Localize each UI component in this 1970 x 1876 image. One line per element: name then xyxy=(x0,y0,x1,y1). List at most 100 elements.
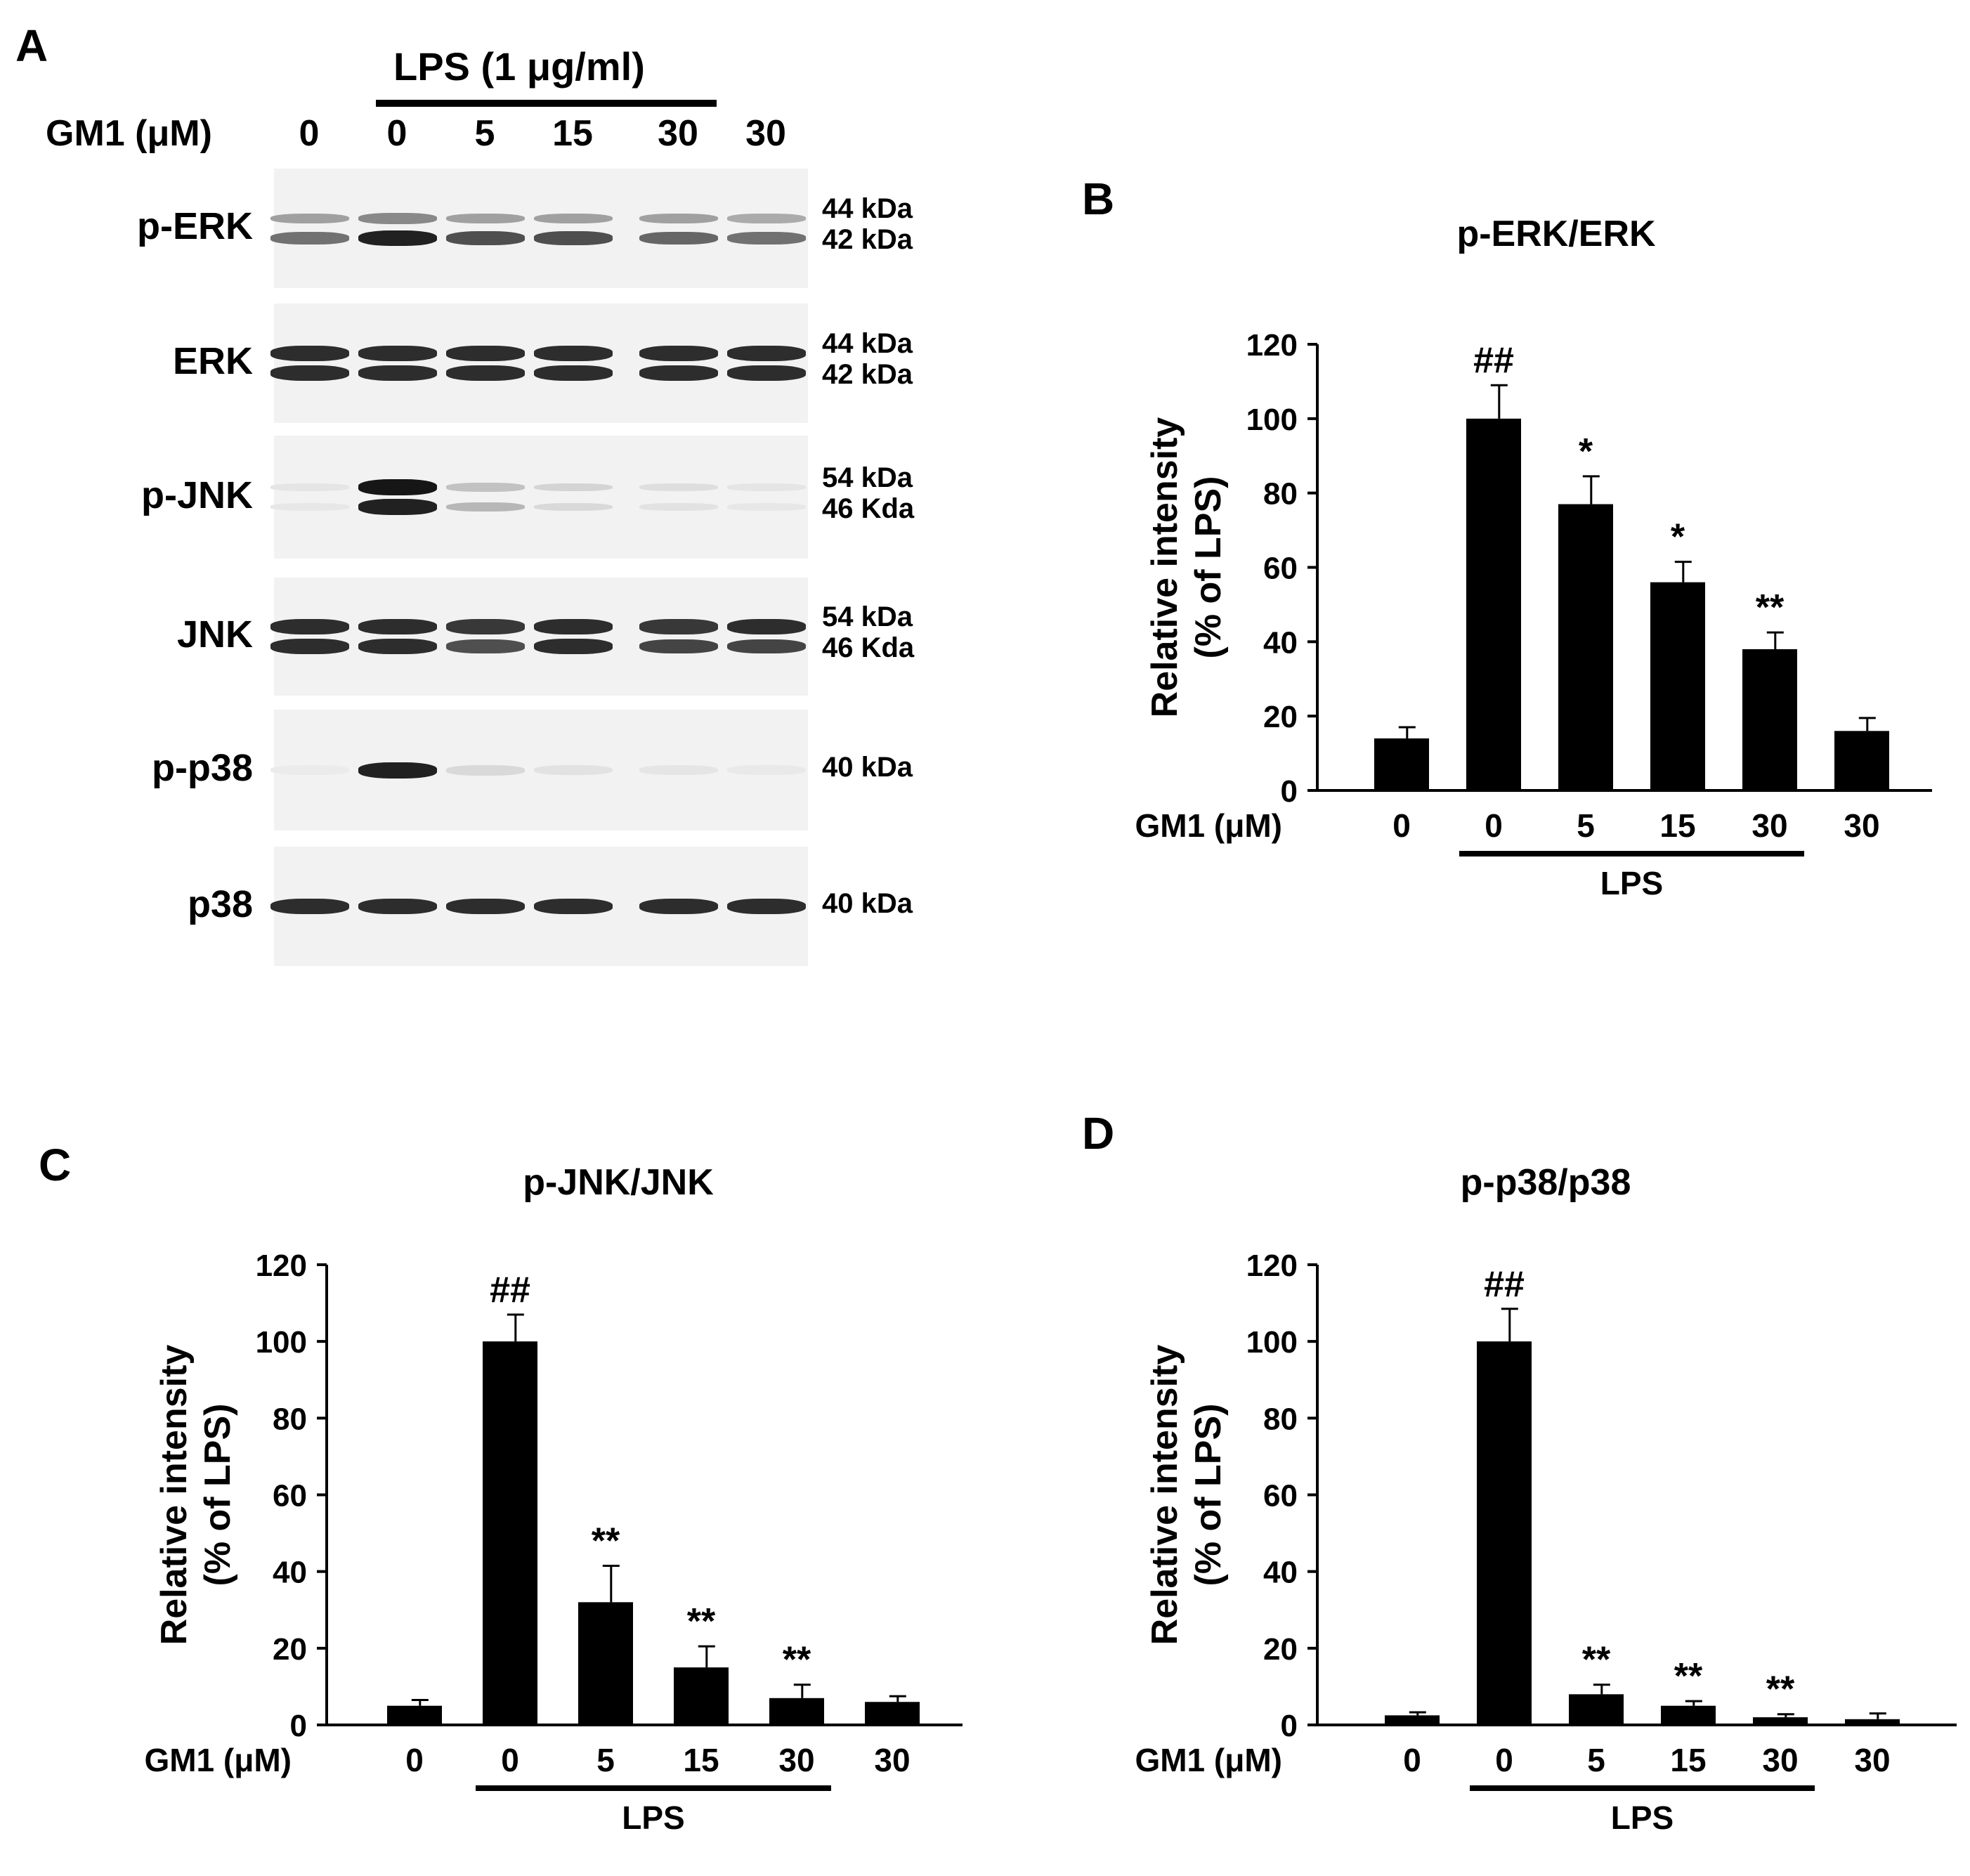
blot-band xyxy=(534,639,613,654)
significance-marker: ** xyxy=(592,1520,620,1561)
kda-label: 40 kDa xyxy=(822,752,913,783)
y-tick-label: 80 xyxy=(273,1402,307,1436)
y-tick-label: 120 xyxy=(1246,328,1298,363)
x-tick-label: 30 xyxy=(1752,807,1787,844)
blot-band xyxy=(534,231,613,245)
blot-strip-jnk xyxy=(274,578,808,696)
bar xyxy=(483,1341,537,1725)
blot-band xyxy=(727,483,806,491)
blot-band xyxy=(639,619,718,634)
chart-title: p-JNK/JNK xyxy=(523,1162,714,1203)
y-tick-label: 120 xyxy=(256,1249,307,1283)
protein-label: p-JNK xyxy=(141,474,253,516)
blot-band xyxy=(270,503,349,511)
gm1-label: GM1 (μM) xyxy=(46,113,212,154)
blot-band xyxy=(727,619,806,634)
blot-band xyxy=(446,502,525,512)
protein-label: JNK xyxy=(176,613,253,656)
blot-band xyxy=(358,639,437,654)
blot-band xyxy=(534,898,613,915)
blot-band xyxy=(534,365,613,381)
panel-letter-a: A xyxy=(15,20,48,71)
blot-band xyxy=(270,365,349,381)
bar xyxy=(1834,731,1889,790)
significance-marker: ** xyxy=(783,1640,811,1681)
blot-band xyxy=(446,619,525,634)
panel-letter: B xyxy=(1082,174,1114,224)
blot-band xyxy=(446,483,525,492)
y-axis-label-units: (% of LPS) xyxy=(1188,476,1229,659)
x-tick-label: 0 xyxy=(1495,1742,1513,1778)
lps-group-label: LPS xyxy=(1611,1799,1674,1836)
bar xyxy=(674,1667,729,1725)
blot-band xyxy=(270,898,349,915)
blot-band xyxy=(639,764,718,776)
kda-label: 44 kDa xyxy=(822,328,913,359)
blot-band xyxy=(358,898,437,915)
x-tick-label: 0 xyxy=(501,1742,519,1778)
blot-band xyxy=(727,503,806,511)
blot-band xyxy=(446,213,525,224)
x-tick-label: 30 xyxy=(874,1742,910,1778)
x-tick-label: 5 xyxy=(1587,1742,1605,1778)
y-tick-label: 120 xyxy=(1246,1249,1298,1283)
x-axis-label: GM1 (μM) xyxy=(144,1742,292,1778)
blot-band xyxy=(534,764,613,776)
protein-label: p-p38 xyxy=(151,747,253,789)
blot-band xyxy=(358,619,437,634)
x-axis-label: GM1 (μM) xyxy=(1135,1742,1282,1778)
significance-marker: ## xyxy=(490,1270,530,1310)
lps-group-label: LPS xyxy=(1600,865,1663,901)
blot-band xyxy=(639,503,718,511)
lane-header: 0 xyxy=(299,113,320,154)
lane-header: 15 xyxy=(552,113,593,154)
blot-band xyxy=(639,898,718,915)
x-tick-label: 30 xyxy=(778,1742,814,1778)
blot-band xyxy=(446,764,525,776)
x-tick-label: 30 xyxy=(1844,807,1879,844)
blot-strip-p-erk xyxy=(274,169,808,288)
x-tick-label: 0 xyxy=(1485,807,1503,844)
blot-band xyxy=(358,346,437,361)
y-tick-label: 100 xyxy=(1246,1325,1298,1360)
blot-band xyxy=(358,762,437,779)
blot-band xyxy=(727,232,806,245)
y-tick-label: 0 xyxy=(1281,1709,1298,1743)
y-tick-label: 0 xyxy=(1281,774,1298,809)
bar xyxy=(1477,1341,1532,1725)
y-tick-label: 100 xyxy=(256,1325,307,1360)
kda-label: 42 kDa xyxy=(822,359,913,390)
significance-marker: ## xyxy=(1473,340,1514,381)
x-tick-label: 15 xyxy=(1670,1742,1706,1778)
bar xyxy=(1385,1715,1440,1725)
chart-d-p-p38: Dp-p38/p38 Relative intensity (% of LPS) 0 2… xyxy=(1082,1108,1957,1836)
blot-band xyxy=(534,346,613,361)
y-tick-label: 20 xyxy=(1263,700,1298,734)
y-axis-label: Relative intensity xyxy=(1144,417,1185,718)
lane-header: 30 xyxy=(745,113,786,154)
bar xyxy=(1466,418,1521,790)
significance-marker: * xyxy=(1671,517,1685,558)
lane-header: 0 xyxy=(386,113,407,154)
bar xyxy=(1558,504,1613,790)
blot-band xyxy=(446,231,525,245)
chart-b-p-erk: Bp-ERK/ERK Relative intensity (% of LPS) 0 2… xyxy=(1082,174,1932,901)
significance-marker: ** xyxy=(687,1601,716,1642)
y-tick-label: 20 xyxy=(273,1632,307,1667)
blot-band xyxy=(534,619,613,634)
y-tick-label: 40 xyxy=(1263,1556,1298,1590)
blot-band xyxy=(727,365,806,381)
y-tick-label: 80 xyxy=(1263,477,1298,512)
blot-band xyxy=(358,499,437,515)
lps-line xyxy=(376,100,717,107)
significance-marker: * xyxy=(1579,431,1593,472)
kda-label: 54 kDa xyxy=(822,601,913,632)
bar xyxy=(1742,649,1797,790)
y-tick-label: 40 xyxy=(273,1556,307,1590)
panel-letter: C xyxy=(39,1140,71,1190)
y-axis-label-units: (% of LPS) xyxy=(197,1404,238,1587)
blot-band xyxy=(727,346,806,361)
lane-header: 5 xyxy=(474,113,495,154)
blot-strip-erk xyxy=(274,304,808,423)
